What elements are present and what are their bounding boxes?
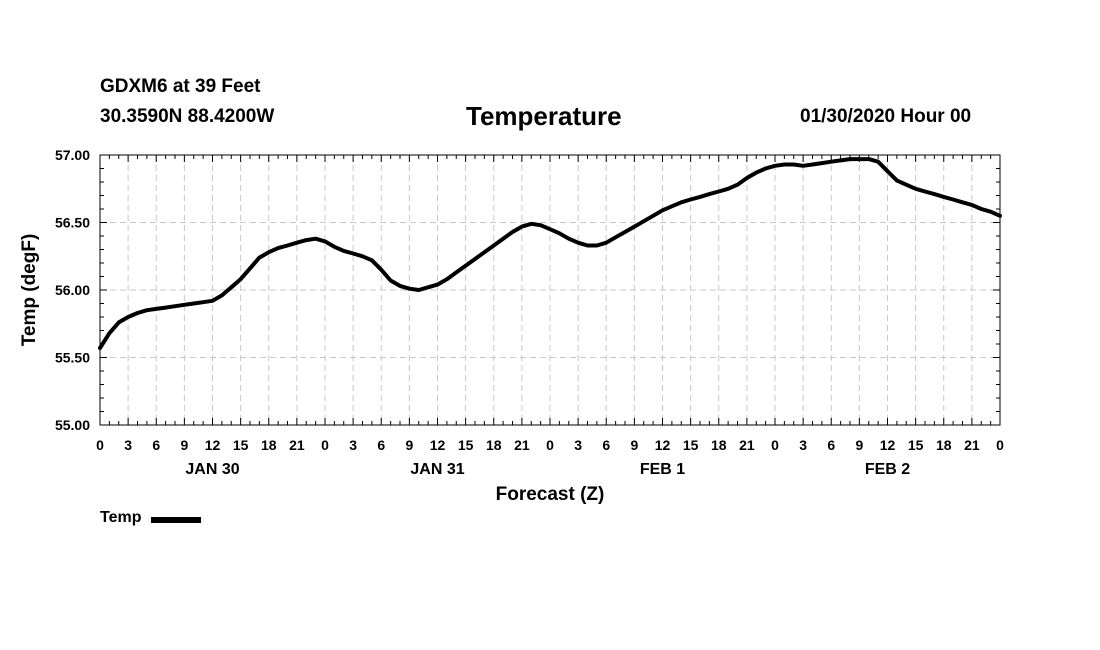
x-tick-label: 21 [289,437,305,453]
series-line-temp [98,157,1002,350]
x-tick-label: 6 [152,437,160,453]
y-tick-label: 56.50 [55,215,90,231]
x-tick-label: 9 [630,437,638,453]
x-tick-label: 0 [771,437,779,453]
legend: Temp [100,509,202,527]
x-tick-label: 21 [514,437,530,453]
x-tick-label: 9 [180,437,188,453]
day-label: FEB 2 [865,461,910,478]
x-tick-label: 12 [880,437,896,453]
day-label: FEB 1 [640,461,685,478]
axis-labels: 0 3 6 9 12 15 18 21 0 3 6 9 12 15 18 21 0 3 6 9 12 15 18 21 0 3 6 9… [55,147,1004,478]
x-tick-label: 12 [205,437,221,453]
x-tick-label: 3 [349,437,357,453]
series-layer [98,157,1002,350]
x-tick-label: 3 [124,437,132,453]
coordinates-label: 30.3590N 88.4200W [100,106,275,127]
x-tick-label: 0 [96,437,104,453]
chart-title: Temperature [466,101,622,131]
x-tick-label: 21 [964,437,980,453]
y-tick-label: 55.00 [55,417,90,433]
day-label: JAN 31 [410,461,464,478]
x-tick-label: 3 [799,437,807,453]
x-tick-label: 15 [233,437,249,453]
x-tick-label: 12 [430,437,446,453]
x-tick-label: 18 [936,437,952,453]
x-tick-label: 18 [711,437,727,453]
x-tick-label: 9 [855,437,863,453]
y-axis-title: Temp (degF) [19,234,40,347]
forecast-datetime: 01/30/2020 Hour 00 [800,106,972,127]
legend-swatch-temp [151,516,202,523]
x-tick-label: 12 [655,437,671,453]
x-tick-label: 3 [574,437,582,453]
x-tick-label: 6 [827,437,835,453]
day-label: JAN 30 [185,461,239,478]
y-tick-label: 57.00 [55,147,90,163]
station-label: GDXM6 at 39 Feet [100,76,261,97]
x-tick-label: 9 [405,437,413,453]
x-tick-label: 0 [321,437,329,453]
y-tick-label: 56.00 [55,282,90,298]
x-tick-label: 15 [908,437,924,453]
grid [100,155,1000,425]
x-tick-label: 15 [683,437,699,453]
x-tick-label: 21 [739,437,755,453]
plot-frame [99,154,1001,426]
y-tick-label: 55.50 [55,350,90,366]
x-tick-label: 0 [996,437,1004,453]
x-axis-title: Forecast (Z) [496,484,605,505]
x-tick-label: 0 [546,437,554,453]
x-tick-label: 18 [261,437,277,453]
x-tick-label: 6 [602,437,610,453]
x-tick-label: 15 [458,437,474,453]
legend-label-temp: Temp [100,509,142,526]
x-tick-label: 6 [377,437,385,453]
x-tick-label: 18 [486,437,502,453]
